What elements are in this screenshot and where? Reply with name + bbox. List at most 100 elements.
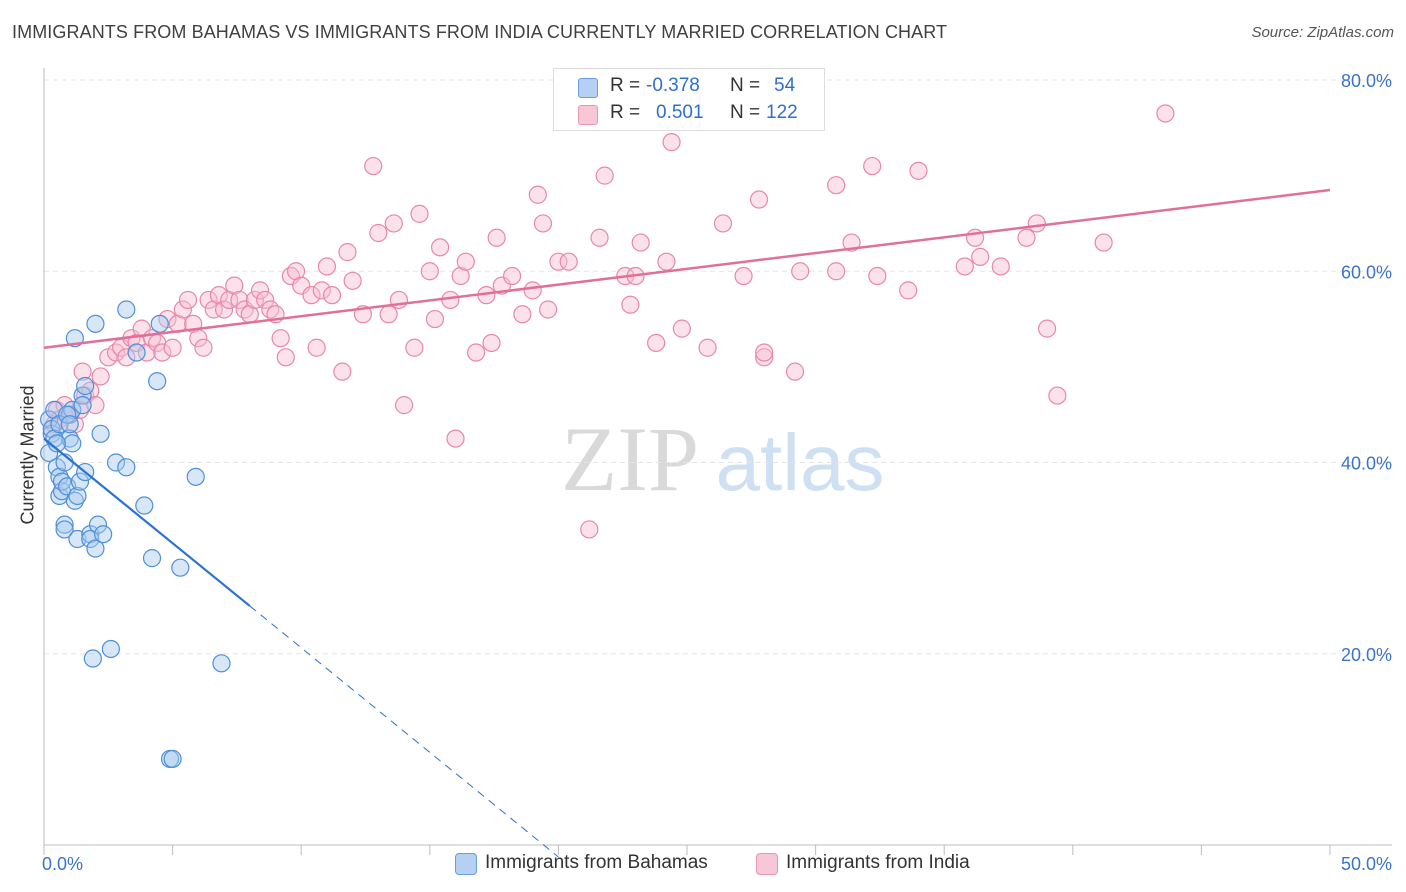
data-point-india xyxy=(209,286,228,305)
axes xyxy=(43,68,1392,855)
data-point-bahamas xyxy=(142,549,162,568)
data-point-india xyxy=(384,214,403,233)
trend-lines xyxy=(43,188,1331,858)
data-point-india xyxy=(672,319,691,338)
data-point-india xyxy=(1017,228,1036,247)
data-point-india xyxy=(734,266,753,286)
data-point-india xyxy=(420,262,439,281)
data-point-india xyxy=(513,305,532,324)
data-point-bahamas xyxy=(65,491,84,510)
r-value: 0.501 xyxy=(656,102,704,123)
data-point-bahamas xyxy=(86,314,105,333)
data-point-india xyxy=(842,233,861,252)
data-point-bahamas xyxy=(81,525,100,544)
data-point-india xyxy=(446,429,465,448)
data-point-bahamas xyxy=(68,486,87,506)
data-point-india xyxy=(503,266,522,286)
data-point-bahamas xyxy=(50,415,69,434)
data-point-india xyxy=(590,228,609,247)
data-point-bahamas xyxy=(186,467,205,486)
data-point-india xyxy=(595,166,614,185)
chart-title: IMMIGRANTS FROM BAHAMAS VS IMMIGRANTS FR… xyxy=(12,22,948,42)
data-point-india xyxy=(153,343,172,362)
data-point-india xyxy=(441,290,460,310)
data-point-india xyxy=(909,161,928,180)
data-point-india xyxy=(631,233,650,252)
data-point-bahamas xyxy=(135,496,154,515)
data-point-bahamas xyxy=(42,424,61,443)
data-point-bahamas xyxy=(127,343,146,362)
watermark: ZIP atlas xyxy=(561,408,884,510)
series-bahamas xyxy=(40,300,231,769)
data-point-india xyxy=(194,338,213,357)
data-point-india xyxy=(755,343,774,362)
data-point-india xyxy=(749,190,769,209)
data-point-bahamas xyxy=(55,520,74,539)
r-value: -0.378 xyxy=(646,75,700,96)
r-label: R = xyxy=(610,75,641,96)
data-point-india xyxy=(245,290,265,310)
data-point-india xyxy=(322,286,342,305)
data-point-bahamas xyxy=(73,396,92,415)
data-point-india xyxy=(559,252,578,271)
r-label: R = xyxy=(610,102,641,123)
data-point-india xyxy=(430,238,450,257)
series-legend: Immigrants from Bahamas Immigrants from … xyxy=(0,850,1406,878)
y-tick-label: 20.0% xyxy=(1341,645,1392,665)
data-point-india xyxy=(1037,319,1057,338)
y-axis-title: Currently Married xyxy=(17,385,38,525)
data-point-india xyxy=(487,228,506,247)
data-point-india xyxy=(698,338,717,357)
legend-label-bahamas: Immigrants from Bahamas xyxy=(485,852,708,873)
data-point-india xyxy=(214,300,234,319)
data-point-bahamas xyxy=(76,376,95,396)
data-point-bahamas xyxy=(148,372,167,391)
data-point-india xyxy=(91,367,110,386)
data-point-bahamas xyxy=(86,539,105,558)
data-point-bahamas xyxy=(40,443,59,463)
data-point-india xyxy=(65,415,84,434)
data-point-bahamas xyxy=(55,515,74,534)
data-point-bahamas xyxy=(163,749,182,769)
data-point-india xyxy=(425,309,445,329)
data-point-bahamas xyxy=(117,458,136,477)
n-label: N = xyxy=(730,102,761,123)
data-point-bahamas xyxy=(94,525,113,544)
data-point-india xyxy=(379,305,398,324)
data-point-india xyxy=(173,300,192,319)
trend-line-bahamas xyxy=(43,437,251,607)
data-point-india xyxy=(199,290,218,310)
data-point-india xyxy=(369,223,388,243)
data-point-india xyxy=(302,286,321,305)
x-tick-label: 50.0% xyxy=(1341,854,1392,874)
india-swatch xyxy=(756,853,778,875)
data-point-india xyxy=(863,156,882,176)
data-point-india xyxy=(1094,233,1113,252)
n-value: 122 xyxy=(766,102,798,123)
data-point-bahamas xyxy=(70,472,90,491)
data-point-india xyxy=(523,281,542,300)
data-point-bahamas xyxy=(60,415,79,434)
correlation-legend: R = -0.378 N = 54 R = 0.501 N = 122 xyxy=(553,68,825,131)
data-point-india xyxy=(482,333,501,353)
data-point-india xyxy=(533,214,553,233)
data-point-india xyxy=(163,338,182,357)
data-point-india xyxy=(73,362,92,381)
data-point-india xyxy=(451,266,470,286)
data-point-india xyxy=(276,348,295,367)
n-value: 54 xyxy=(774,75,796,96)
x-tick-label: 0.0% xyxy=(42,854,83,874)
y-tick-label: 60.0% xyxy=(1341,262,1392,282)
data-point-bahamas xyxy=(91,424,110,443)
data-point-bahamas xyxy=(83,649,102,668)
data-point-india xyxy=(225,276,244,295)
data-point-india xyxy=(827,176,846,195)
data-point-india xyxy=(899,281,918,300)
data-point-india xyxy=(647,333,666,353)
data-point-india xyxy=(250,281,270,300)
data-point-india xyxy=(456,252,475,271)
y-tick-label: 80.0% xyxy=(1341,71,1392,91)
data-point-bahamas xyxy=(101,639,120,659)
source-label: Source: ZipAtlas.com xyxy=(1251,24,1394,41)
data-point-bahamas xyxy=(212,654,231,673)
